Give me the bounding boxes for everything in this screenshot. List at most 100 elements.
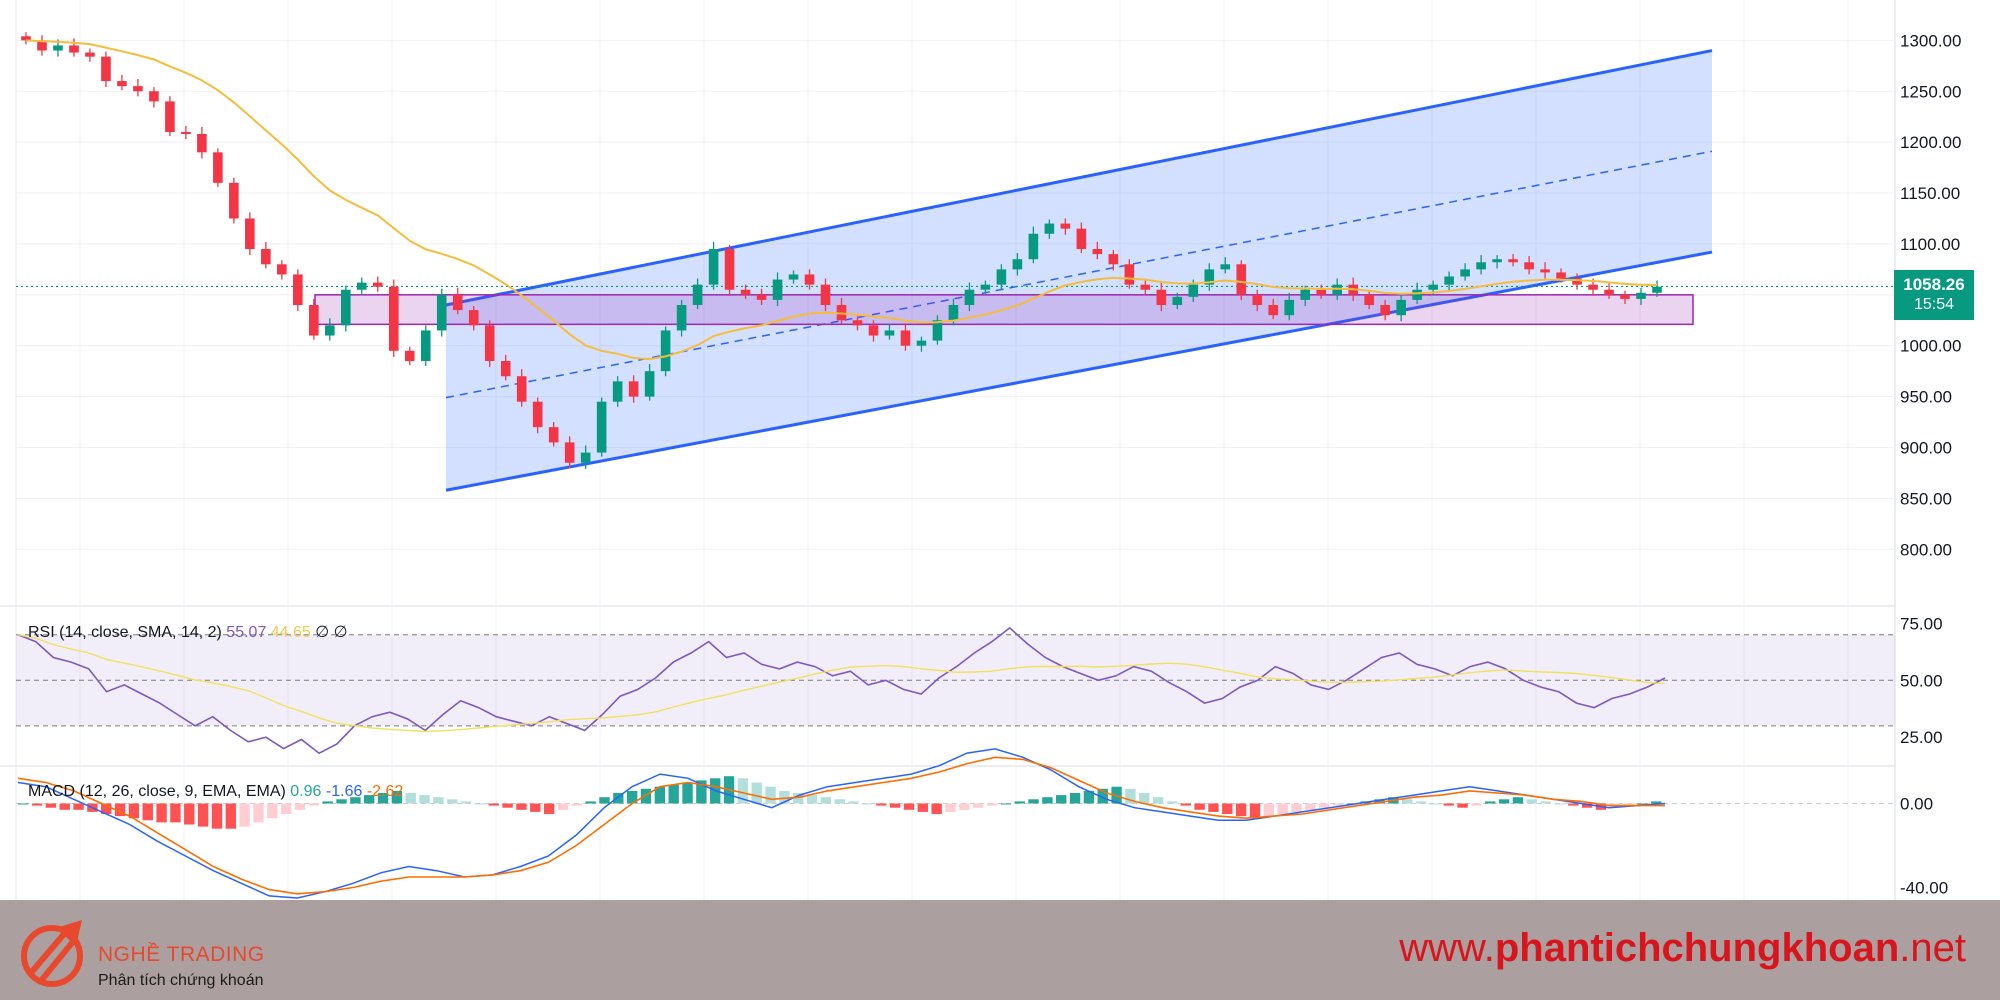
candle-body xyxy=(1188,284,1199,297)
url-suffix: .net xyxy=(1899,926,1966,970)
candle-body xyxy=(420,330,431,361)
channel-fill xyxy=(446,50,1712,491)
candle-body xyxy=(948,305,959,321)
candle-body xyxy=(644,371,655,397)
macd-hist-bar xyxy=(1485,801,1496,804)
candle-body xyxy=(1140,284,1151,290)
price-axis: 1300.001250.001200.001150.001100.001050.… xyxy=(1900,31,1961,897)
macd-hist-bar xyxy=(1332,803,1344,806)
candle-body xyxy=(692,284,703,305)
logo-icon xyxy=(21,920,83,987)
macd-hist-bar xyxy=(945,803,956,812)
macd-hist-bar xyxy=(1526,799,1537,804)
candle-body xyxy=(772,279,783,300)
macd-hist-bar xyxy=(1263,803,1275,817)
candle-body xyxy=(788,274,799,280)
price-tick-label: 850.00 xyxy=(1900,489,1952,508)
candle-body xyxy=(596,401,607,453)
macd-hist-bar xyxy=(1305,803,1316,810)
last-price-badge: 1058.26 15:54 xyxy=(1894,270,1974,320)
candle-body xyxy=(1076,228,1087,250)
macd-hist-bar xyxy=(1540,801,1551,804)
candle-body xyxy=(436,294,447,331)
indicator-value: -1.66 xyxy=(326,783,367,800)
indicator-value: ∅ xyxy=(334,624,348,641)
candle-body xyxy=(53,45,63,51)
candle-body xyxy=(1316,289,1327,295)
candle-body xyxy=(1012,259,1023,270)
candle-body xyxy=(325,325,335,336)
macd-hist-bar xyxy=(876,803,887,806)
candle-body xyxy=(1060,223,1071,229)
indicator-value: 44.65 xyxy=(271,624,315,641)
macd-hist-bar xyxy=(1028,799,1039,804)
macd-hist-bar xyxy=(1471,803,1482,806)
candle-body xyxy=(1412,289,1422,300)
macd-hist-bar xyxy=(45,803,57,808)
indicator-value: 55.07 xyxy=(226,624,270,641)
candle-body xyxy=(117,81,127,87)
macd-hist-bar xyxy=(1623,803,1634,806)
macd-hist-bar xyxy=(1069,793,1081,804)
candle-body xyxy=(660,330,671,372)
candle-body xyxy=(516,376,527,402)
website-link[interactable]: www.phantichchungkhoan.net xyxy=(1399,926,1966,971)
macd-title: MACD (12, 26, close, 9, EMA, EMA) 0.96 -… xyxy=(28,783,403,800)
macd-hist-bar xyxy=(862,803,873,805)
macd-hist-bar xyxy=(391,790,403,804)
main-price-pane xyxy=(16,32,1895,492)
candle-body xyxy=(1220,264,1231,270)
rsi-tick-label: 50.00 xyxy=(1900,671,1943,690)
macd-hist-bar xyxy=(1222,803,1233,814)
macd-hist-bar xyxy=(211,803,223,829)
macd-hist-bar xyxy=(1014,801,1025,804)
macd-hist-bar xyxy=(1056,795,1067,804)
candle-body xyxy=(133,86,143,92)
macd-hist-bar xyxy=(460,801,472,804)
price-tick-label: 950.00 xyxy=(1900,388,1952,407)
candle-body xyxy=(181,131,191,134)
candle-body xyxy=(452,294,463,311)
candle-body xyxy=(612,381,623,402)
rsi-pane xyxy=(16,626,1895,755)
candle-body xyxy=(372,282,383,287)
chart-canvas: 1300.001250.001200.001150.001100.001050.… xyxy=(0,0,1961,900)
macd-tick-label: 0.00 xyxy=(1900,795,1933,814)
macd-hist-bar xyxy=(1651,801,1662,804)
price-tick-label: 1300.00 xyxy=(1900,31,1961,50)
macd-hist-bar xyxy=(751,782,762,804)
candle-body xyxy=(1252,294,1263,305)
macd-hist-bar xyxy=(405,793,416,804)
macd-hist-bar xyxy=(737,778,749,804)
url-prefix: www. xyxy=(1399,926,1495,970)
macd-hist-bar xyxy=(1152,797,1164,804)
macd-hist-bar xyxy=(516,803,527,810)
candle-body xyxy=(548,427,559,443)
macd-hist-bar xyxy=(419,795,430,804)
candle-body xyxy=(756,294,767,300)
macd-hist-bar xyxy=(336,799,347,804)
candle-body xyxy=(884,330,895,336)
macd-hist-bar xyxy=(848,801,859,804)
candle-body xyxy=(980,284,991,290)
candle-body xyxy=(1620,294,1630,299)
candle-body xyxy=(1172,296,1183,305)
macd-hist-bar xyxy=(682,782,693,804)
candle-body xyxy=(1460,269,1470,277)
macd-hist-bar xyxy=(585,801,596,804)
candle-body xyxy=(1524,262,1534,270)
macd-hist-bar xyxy=(668,784,679,804)
candle-body xyxy=(868,325,879,336)
brand-name: NGHỀ TRADING xyxy=(98,943,265,966)
candle-body xyxy=(309,305,319,336)
candle-body xyxy=(1124,264,1135,285)
macd-hist-bar xyxy=(1000,803,1012,805)
macd-hist-bar xyxy=(197,803,209,827)
macd-hist-bar xyxy=(959,803,970,810)
macd-hist-bar xyxy=(1083,790,1095,804)
candle-body xyxy=(964,289,975,305)
candle-body xyxy=(724,249,735,290)
candle-body xyxy=(740,289,751,295)
countdown-label: 15:54 xyxy=(1913,296,1955,313)
candle-body xyxy=(356,282,367,290)
